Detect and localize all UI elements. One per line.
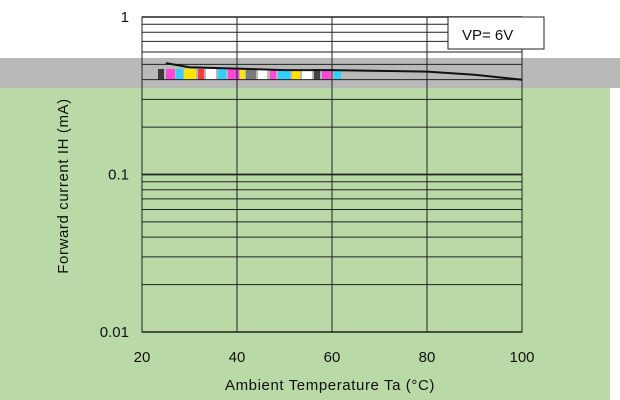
y-tick-label: 0.01 [100,324,129,341]
x-tick-label: 20 [134,349,151,366]
x-tick-label: 100 [509,349,534,366]
y-tick-labels: 0.01 0.1 1 [100,9,129,341]
series-layer [165,62,523,81]
x-tick-label: 40 [229,349,246,366]
legend: VP= 6V [447,16,545,50]
x-tick-label: 60 [324,349,341,366]
grid [141,16,523,333]
x-tick-labels: 20 40 60 80 100 [134,349,535,366]
y-tick-label: 1 [121,9,129,26]
render-artifact [158,69,354,80]
y-tick-label: 0.1 [108,167,129,184]
legend-entry-vp-6v: VP= 6V [462,27,513,44]
x-axis-title: Ambient Temperature Ta (°C) [225,377,435,394]
series-line [165,62,523,81]
y-axis-title: Forward current IH (mA) [55,98,72,274]
legend-frame [447,16,545,50]
plot-background [0,88,610,400]
x-tick-label: 80 [419,349,436,366]
